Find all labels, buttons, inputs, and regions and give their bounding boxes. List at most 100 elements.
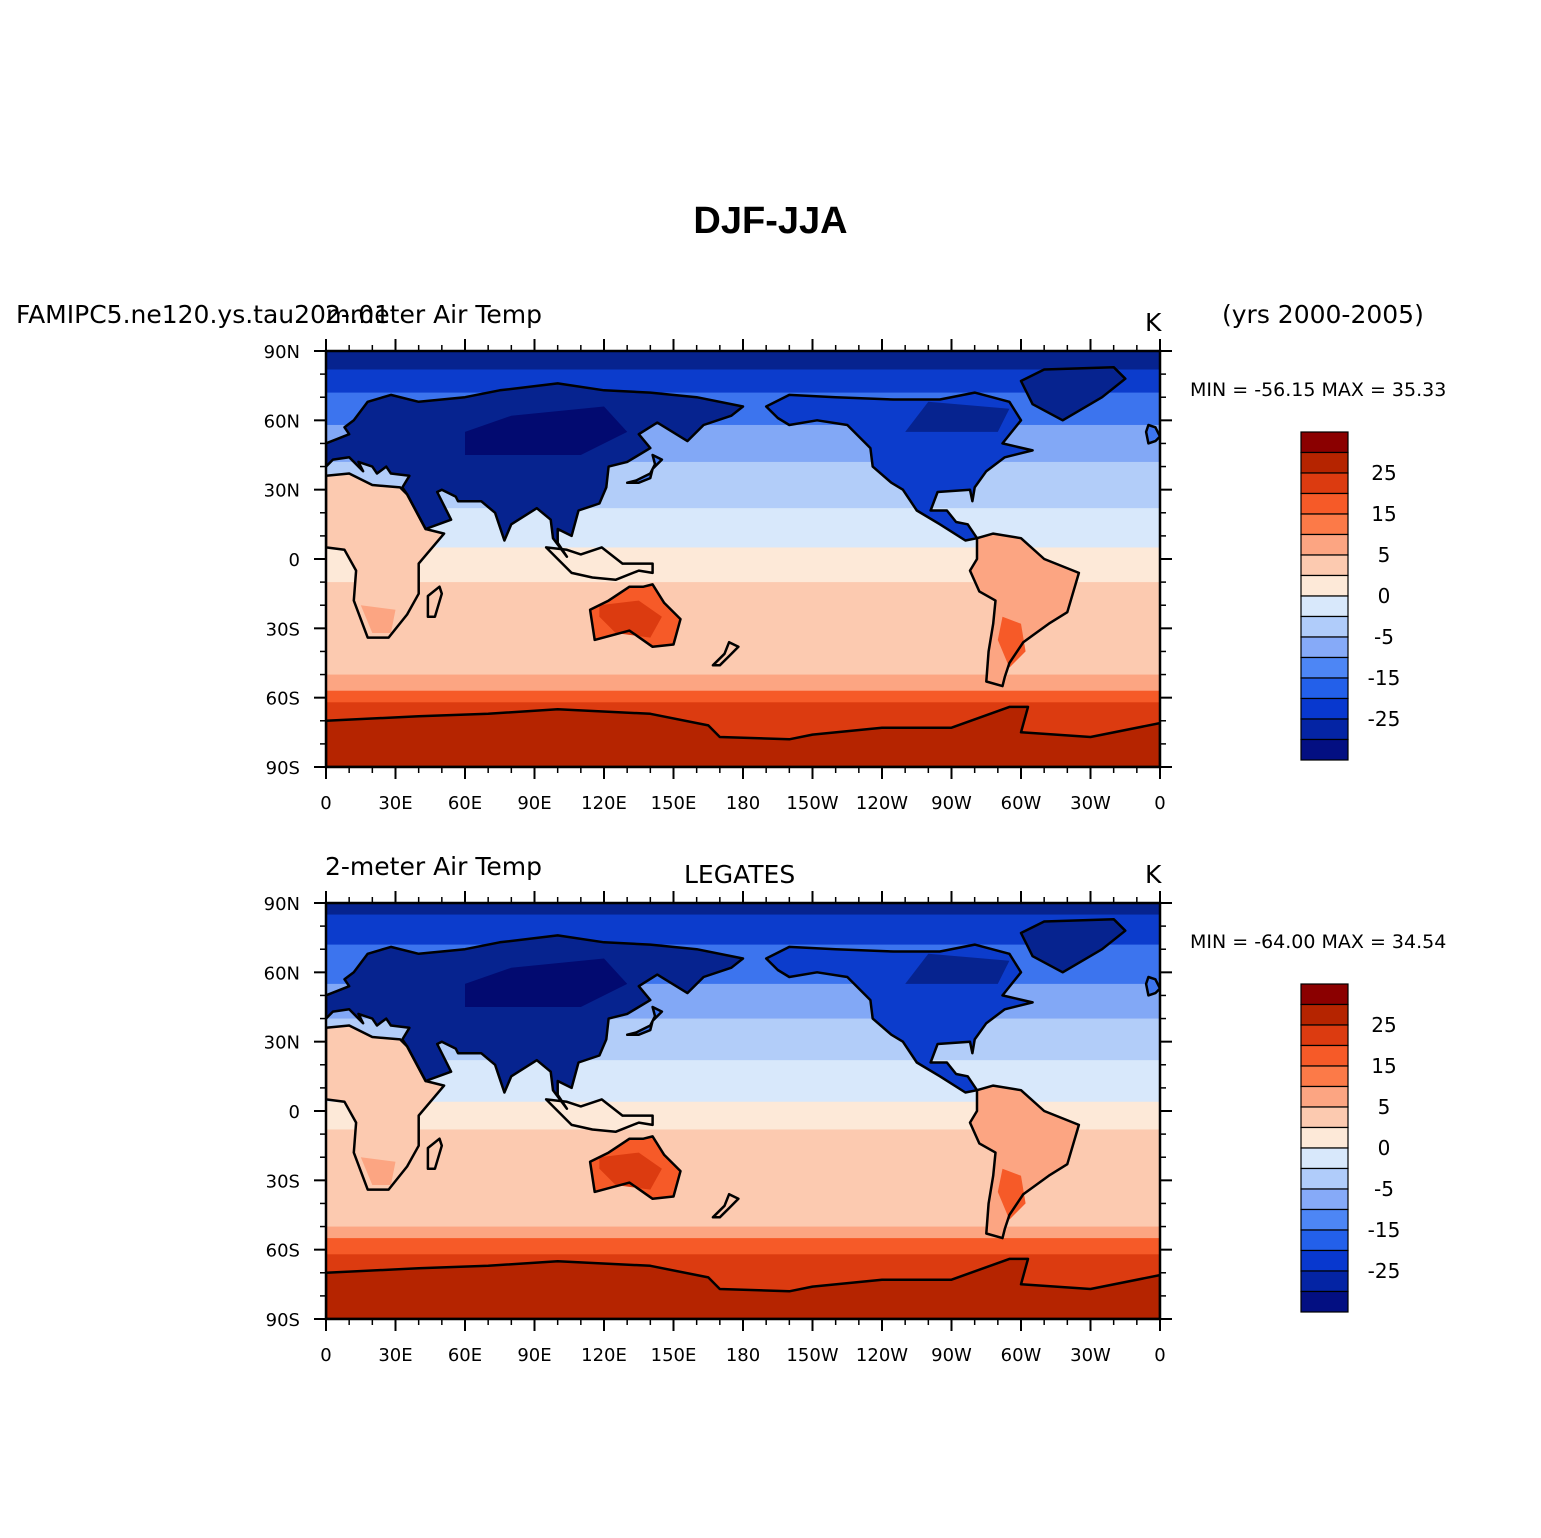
- land-s_america: [970, 1085, 1079, 1239]
- land-eurasia: [326, 935, 743, 1109]
- lon-label: 60W: [1001, 1345, 1042, 1366]
- argentina-hot-patch: [997, 1168, 1026, 1220]
- land-africa: [326, 473, 445, 638]
- colorbar-swatch: [1300, 574, 1349, 597]
- colorbar-swatch: [1300, 656, 1349, 679]
- siberia-cold-patch: [465, 406, 628, 455]
- lon-label: 120E: [581, 1345, 627, 1366]
- coastline-indonesia: [544, 1098, 654, 1134]
- coastline-n_america: [764, 943, 1034, 1094]
- coastline-new_zealand: [711, 640, 740, 667]
- lon-label: 0: [320, 1345, 331, 1366]
- colorbar-label: -25: [1368, 1259, 1401, 1283]
- panel2-variable-label: 2-meter Air Temp: [325, 852, 542, 881]
- panel2-dataset-label: LEGATES: [684, 860, 796, 889]
- lat-label: 60S: [266, 1241, 300, 1262]
- southern-africa-patch: [360, 605, 396, 633]
- coastline-greenland: [1019, 365, 1127, 422]
- lon-label: 30W: [1070, 793, 1111, 814]
- lon-label: 150E: [651, 793, 697, 814]
- colorbar-swatch: [1300, 1065, 1349, 1088]
- argentina-hot-patch: [997, 616, 1026, 668]
- map-panel-1: 90N 60N 30N 0 30S 60S 90S 0 30E 60E 90E 120E 150E 180…: [264, 339, 1172, 814]
- land-antarctica: [326, 1258, 1160, 1319]
- colorbar-swatch: [1300, 677, 1349, 700]
- coastline-indonesia: [544, 546, 654, 582]
- australia-hot-patch: [599, 600, 662, 638]
- coastline-japan: [625, 1005, 664, 1036]
- lat-label: 90N: [264, 342, 300, 363]
- land-indonesia: [546, 547, 653, 580]
- temperature-band: [326, 903, 1160, 916]
- colorbar-swatch: [1300, 1249, 1349, 1272]
- colorbar-swatch: [1300, 697, 1349, 720]
- coastline-madagascar: [426, 585, 444, 619]
- colorbar-2: 25 15 5 0 -5 -15 -25: [1300, 983, 1401, 1313]
- land-antarctica: [326, 706, 1160, 767]
- colorbar-swatch: [1300, 1290, 1349, 1313]
- map-panel-2: 90N 60N 30N 0 30S 60S 90S 0 30E 60E 90E 120E 150E 180…: [264, 891, 1172, 1366]
- colorbar-swatch: [1300, 1126, 1349, 1149]
- lon-label: 90E: [517, 1345, 551, 1366]
- lon-label: 0: [320, 793, 331, 814]
- colorbar-1: 25 15 5 0 -5 -15 -25: [1300, 431, 1401, 761]
- lon-label: 90W: [931, 793, 972, 814]
- coastline-uk: [1144, 975, 1160, 997]
- coastline-africa: [326, 1024, 446, 1191]
- lon-label: 180: [726, 1345, 760, 1366]
- lon-label: 180: [726, 793, 760, 814]
- lat-label: 60S: [266, 689, 300, 710]
- colorbar-label: 0: [1378, 1136, 1391, 1160]
- lon-label: 90E: [517, 793, 551, 814]
- lon-label: 90W: [931, 1345, 972, 1366]
- colorbar-swatch: [1300, 1270, 1349, 1293]
- lon-label: 60E: [448, 1345, 482, 1366]
- coastline-s_america: [968, 1084, 1081, 1240]
- coastline-s_america: [968, 532, 1081, 688]
- colorbar-label: -15: [1368, 1218, 1401, 1242]
- colorbar-label: 0: [1378, 584, 1391, 608]
- figure-title: DJF-JJA: [693, 200, 848, 242]
- colorbar-swatch: [1300, 533, 1349, 556]
- colorbar-label: -25: [1368, 707, 1401, 731]
- temperature-band: [326, 351, 1160, 370]
- colorbar-label: 15: [1371, 502, 1396, 526]
- coastline-new_zealand: [711, 1192, 740, 1219]
- lon-label: 150W: [786, 1345, 838, 1366]
- siberia-cold-patch: [465, 958, 628, 1007]
- colorbar-label: -5: [1374, 625, 1394, 649]
- colorbar-label: 5: [1378, 1095, 1391, 1119]
- panel1-min-max: MIN = -56.15 MAX = 35.33: [1190, 379, 1447, 401]
- coastline-n_america: [764, 391, 1034, 542]
- colorbar-swatch: [1300, 983, 1349, 1006]
- lon-label: 120W: [856, 1345, 908, 1366]
- colorbar-swatch: [1300, 513, 1349, 536]
- lat-label: 30S: [266, 1171, 300, 1192]
- colorbar-label: 15: [1371, 1054, 1396, 1078]
- panel1-years: (yrs 2000-2005): [1222, 300, 1424, 329]
- colorbar-swatch: [1300, 1085, 1349, 1108]
- colorbar-swatch: [1300, 1188, 1349, 1211]
- lon-label: 30E: [378, 1345, 412, 1366]
- colorbar-swatch: [1300, 595, 1349, 618]
- coastline-madagascar: [426, 1137, 444, 1171]
- coastline-australia: [588, 1135, 682, 1201]
- temperature-band: [326, 690, 1160, 703]
- lat-label: 60N: [264, 963, 300, 984]
- colorbar-label: 25: [1371, 461, 1396, 485]
- colorbar-swatch: [1300, 492, 1349, 515]
- panel2-min-max: MIN = -64.00 MAX = 34.54: [1190, 931, 1447, 953]
- temperature-field: [326, 903, 1160, 1319]
- temperature-band: [326, 1060, 1160, 1103]
- panel1-units: K: [1145, 308, 1162, 337]
- lat-label: 90N: [264, 894, 300, 915]
- lat-label: 90S: [266, 1310, 300, 1331]
- colorbar-swatch: [1300, 1003, 1349, 1026]
- colorbar-label: -15: [1368, 666, 1401, 690]
- colorbar-swatch: [1300, 1208, 1349, 1231]
- colorbar-swatch: [1300, 1167, 1349, 1190]
- colorbar-swatch: [1300, 718, 1349, 741]
- coastline-africa: [326, 472, 446, 639]
- australia-hot-patch: [599, 1152, 662, 1190]
- lon-label: 30E: [378, 793, 412, 814]
